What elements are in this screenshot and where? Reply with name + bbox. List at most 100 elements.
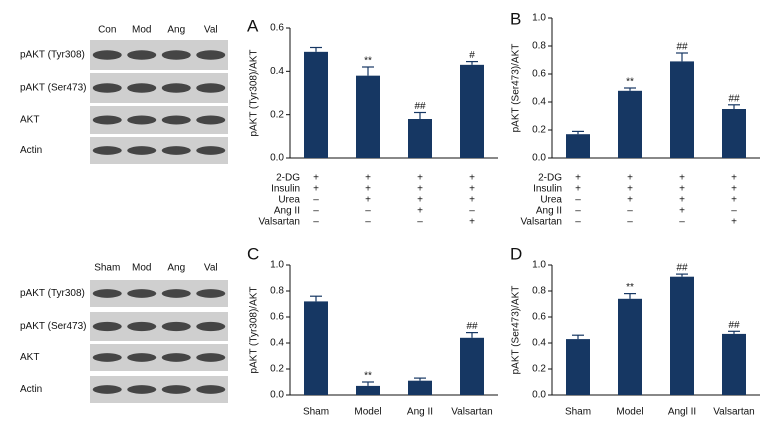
condition-sign: – [313, 217, 319, 228]
condition-sign: – [469, 206, 475, 217]
bar [618, 90, 642, 158]
blot-row-label: pAKT (Tyr308) [20, 288, 85, 299]
y-tick-label: 0.0 [532, 153, 546, 164]
x-tick-label: Sham [565, 407, 591, 418]
blot-row-label: pAKT (Tyr308) [20, 50, 85, 61]
blot-row-label: pAKT (Ser473) [20, 83, 87, 94]
y-tick-label: 0.6 [532, 69, 546, 80]
lane-label: Mod [132, 25, 151, 36]
condition-sign: + [731, 217, 737, 228]
lane-label: Ang [167, 263, 185, 274]
blot-band [161, 353, 191, 362]
blot-band [161, 115, 191, 125]
lane-label: Mod [132, 263, 151, 274]
condition-label: 2-DG [538, 173, 562, 184]
x-tick-label: Valsartan [713, 407, 755, 418]
bar [408, 380, 432, 395]
y-tick-label: 0.2 [270, 364, 284, 375]
y-tick-label: 1.0 [532, 260, 546, 271]
blot-band [92, 83, 122, 93]
blot-band [161, 385, 191, 394]
condition-label: Ang II [274, 206, 300, 217]
condition-sign: + [679, 195, 685, 206]
bar [722, 333, 746, 395]
blot-row-label: AKT [20, 115, 39, 126]
significance-label: ## [728, 93, 740, 104]
x-tick-label: Angl II [668, 407, 696, 418]
blot-band [92, 146, 122, 155]
blot-band [92, 289, 122, 298]
condition-sign: + [679, 206, 685, 217]
condition-sign: + [365, 173, 371, 184]
bar [356, 385, 380, 395]
bar [566, 134, 590, 158]
y-tick-label: 0.4 [270, 338, 284, 349]
blot-band [196, 321, 226, 332]
condition-sign: + [679, 184, 685, 195]
condition-sign: + [627, 173, 633, 184]
condition-sign: + [365, 184, 371, 195]
lane-label: Sham [94, 263, 120, 274]
bar [460, 337, 484, 395]
condition-sign: – [575, 217, 581, 228]
blot-band [196, 50, 226, 60]
significance-label: # [469, 50, 475, 61]
significance-label: ** [626, 282, 634, 293]
condition-sign: + [731, 195, 737, 206]
blot-band [196, 115, 226, 125]
bar [618, 298, 642, 395]
significance-label: ## [466, 321, 478, 332]
significance-label: ## [676, 263, 688, 274]
condition-sign: + [731, 184, 737, 195]
significance-label: ## [676, 42, 688, 53]
blot-band [127, 321, 157, 332]
condition-label: Ang II [536, 206, 562, 217]
blot-row-label: AKT [20, 352, 39, 363]
blot-band [92, 50, 122, 60]
condition-sign: – [365, 217, 371, 228]
y-tick-label: 0.4 [270, 66, 284, 77]
condition-sign: + [417, 195, 423, 206]
bar [408, 119, 432, 158]
significance-label: ** [626, 77, 634, 88]
condition-label: 2-DG [276, 173, 300, 184]
y-tick-label: 1.0 [270, 260, 284, 271]
blot-band [92, 385, 122, 394]
blot-band [161, 321, 191, 332]
y-tick-label: 0.6 [270, 312, 284, 323]
y-tick-label: 0.6 [532, 312, 546, 323]
blot-band [127, 353, 157, 362]
bar [304, 301, 328, 395]
condition-sign: + [469, 217, 475, 228]
blot-band [161, 289, 191, 298]
lane-label: Val [204, 263, 218, 274]
blot-band [92, 115, 122, 125]
bar [670, 276, 694, 395]
condition-sign: – [731, 206, 737, 217]
blot-band [127, 289, 157, 298]
condition-sign: + [313, 184, 319, 195]
blot-band [196, 353, 226, 362]
condition-label: Insulin [533, 184, 562, 195]
significance-label: ## [728, 320, 740, 331]
y-tick-label: 0.2 [532, 364, 546, 375]
y-axis-label: pAKT (Ser473)/AKT [511, 44, 522, 133]
y-tick-label: 0.8 [270, 286, 284, 297]
y-tick-label: 0.6 [270, 23, 284, 34]
condition-label: Urea [278, 195, 300, 206]
blot-row-label: pAKT (Ser473) [20, 321, 87, 332]
x-tick-label: Valsartan [451, 407, 493, 418]
significance-label: ** [364, 56, 372, 67]
bar [722, 109, 746, 158]
condition-sign: – [313, 195, 319, 206]
bar [670, 61, 694, 158]
bar [460, 64, 484, 158]
condition-sign: + [417, 206, 423, 217]
condition-sign: – [417, 217, 423, 228]
condition-sign: + [313, 173, 319, 184]
condition-sign: + [417, 184, 423, 195]
x-tick-label: Ang II [407, 407, 433, 418]
y-axis-label: pAKT (Tyr308)/AKT [249, 49, 260, 136]
y-axis-label: pAKT (Tyr308)/AKT [249, 286, 260, 373]
